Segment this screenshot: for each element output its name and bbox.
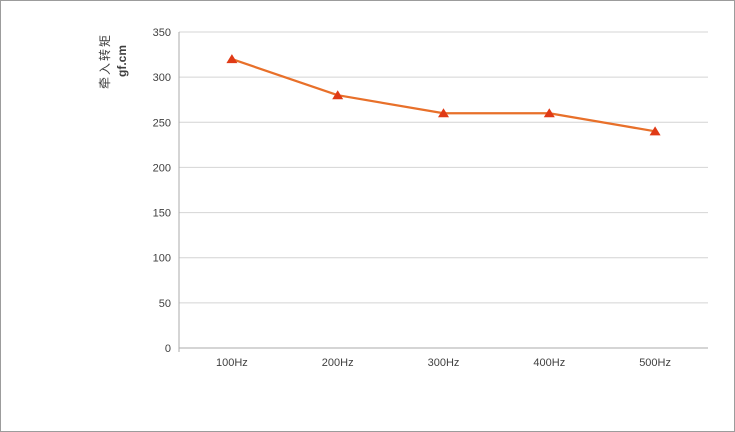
x-tick-label: 100Hz bbox=[216, 357, 248, 369]
data-point-marker bbox=[543, 108, 555, 118]
y-tick-label: 250 bbox=[153, 117, 171, 129]
y-tick-label: 100 bbox=[153, 253, 171, 265]
y-tick-label: 350 bbox=[153, 27, 171, 39]
x-tick-label: 400Hz bbox=[533, 357, 565, 369]
y-axis-title: 牵入转矩 gf.cm bbox=[97, 33, 131, 89]
data-point-marker bbox=[332, 90, 344, 100]
series-line bbox=[231, 58, 656, 133]
y-tick-label: 300 bbox=[153, 72, 171, 84]
y-tick-label: 150 bbox=[153, 208, 171, 220]
y-tick-label: 200 bbox=[153, 162, 171, 174]
y-axis-title-text: 牵入转矩 bbox=[98, 32, 112, 90]
data-point-marker bbox=[226, 54, 238, 64]
x-tick-label: 500Hz bbox=[639, 357, 671, 369]
y-axis-title-units: gf.cm bbox=[115, 44, 129, 78]
y-tick-label: 50 bbox=[159, 298, 171, 310]
data-point-marker bbox=[649, 126, 661, 136]
data-point-marker bbox=[438, 108, 449, 118]
x-tick-label: 200Hz bbox=[322, 357, 354, 369]
x-tick-label: 300Hz bbox=[428, 357, 460, 369]
y-tick-label: 0 bbox=[165, 343, 171, 355]
